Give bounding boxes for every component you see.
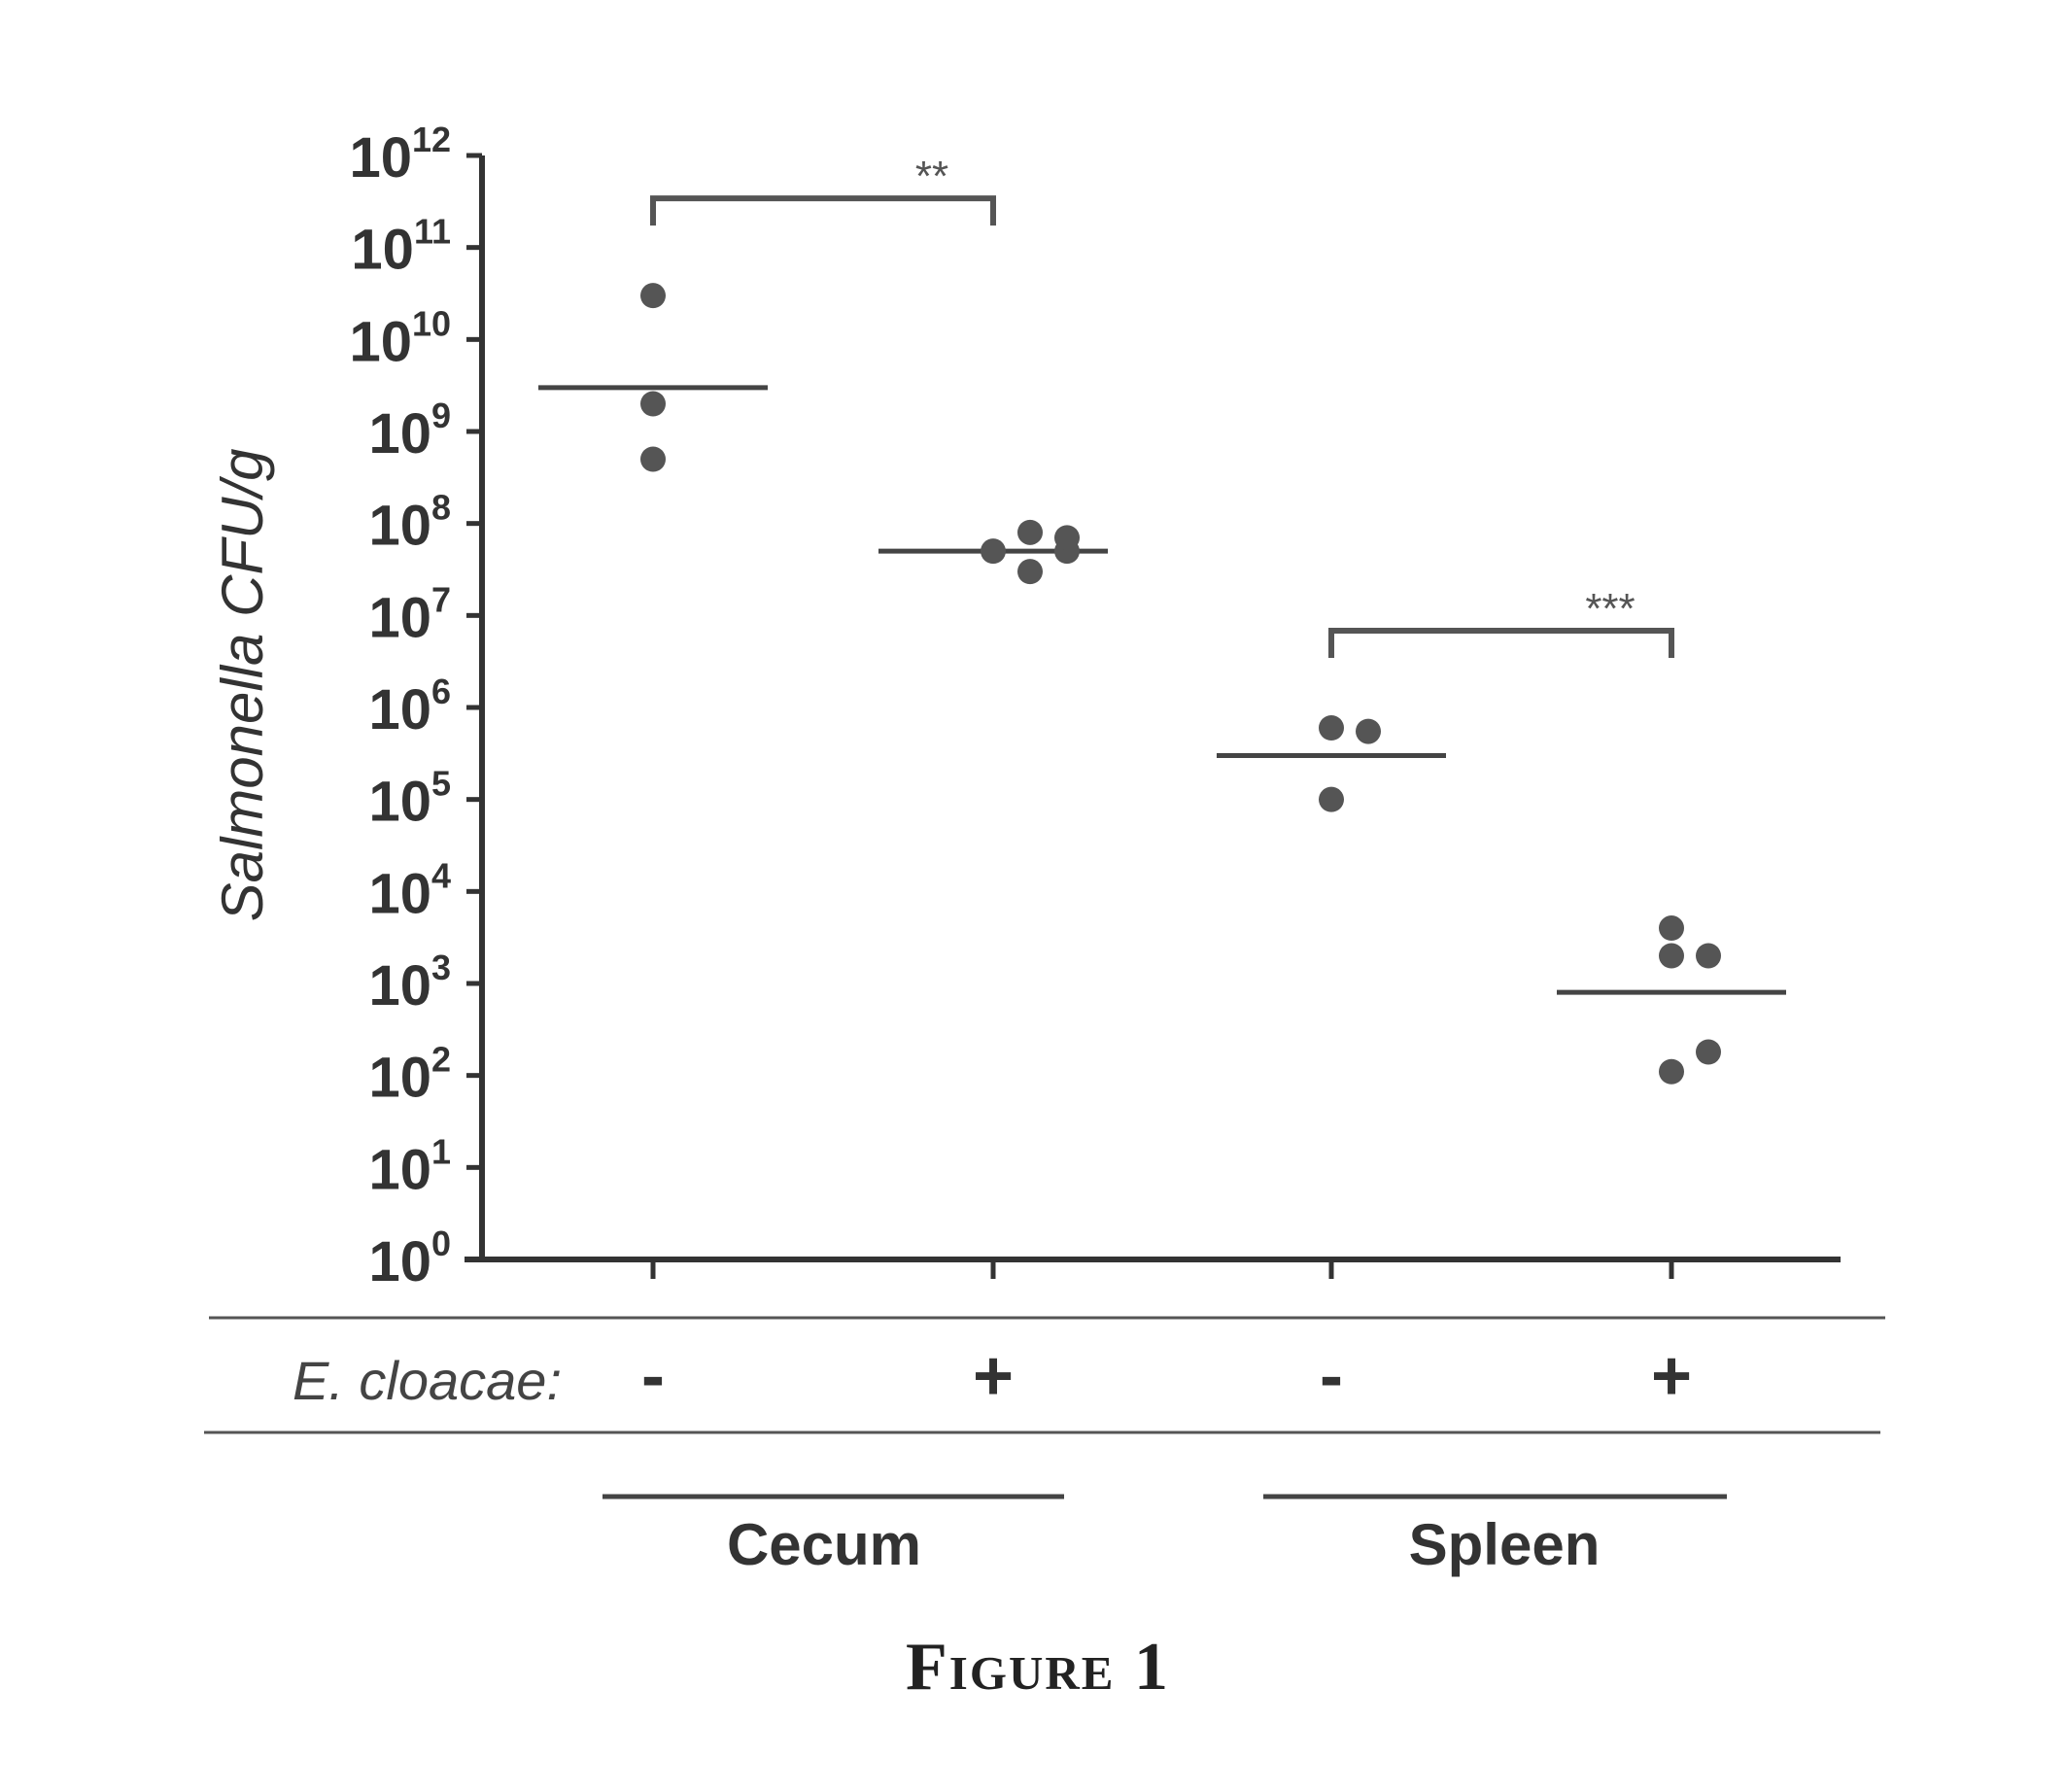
data-points xyxy=(640,283,1721,1085)
y-tick-label-11: 1011 xyxy=(351,212,451,282)
y-tick-label-3: 103 xyxy=(368,948,451,1017)
condition-sign-1: + xyxy=(973,1337,1014,1415)
significance-bracket-0 xyxy=(653,198,993,225)
data-point-2-1 xyxy=(1356,719,1381,744)
condition-sign-2: - xyxy=(1320,1337,1343,1415)
figure-caption: Figure 1 xyxy=(906,1630,1170,1705)
data-point-1-0 xyxy=(981,538,1006,564)
data-point-3-2 xyxy=(1659,915,1684,941)
data-point-1-2 xyxy=(1017,559,1043,584)
data-point-0-0 xyxy=(640,283,666,308)
significance-bracket-1 xyxy=(1331,631,1671,658)
data-point-3-4 xyxy=(1696,1040,1721,1065)
condition-sign-0: - xyxy=(641,1337,665,1415)
median-lines xyxy=(538,388,1786,992)
y-axis-label: Salmonella CFU/g xyxy=(210,449,275,922)
y-tick-label-9: 109 xyxy=(368,396,451,465)
y-tick-label-0: 100 xyxy=(368,1223,451,1293)
y-tick-label-10: 1010 xyxy=(349,303,451,373)
significance-label-0: ** xyxy=(915,153,948,200)
data-point-1-1 xyxy=(1017,520,1043,545)
y-tick-label-7: 107 xyxy=(368,579,451,649)
cecum-group-label: Cecum xyxy=(727,1512,921,1577)
y-tick-label-6: 106 xyxy=(368,672,451,741)
e-cloacae-row-label: E. cloacae: xyxy=(293,1350,562,1411)
spleen-group-label: Spleen xyxy=(1409,1512,1601,1577)
data-point-2-2 xyxy=(1319,787,1344,812)
y-tick-label-8: 108 xyxy=(368,488,451,558)
data-point-0-1 xyxy=(640,392,666,417)
y-tick-label-5: 105 xyxy=(368,764,451,834)
y-tick-label-2: 102 xyxy=(368,1040,451,1110)
y-tick-label-4: 104 xyxy=(368,855,451,925)
significance-label-1: *** xyxy=(1585,585,1635,633)
data-point-3-1 xyxy=(1696,944,1721,969)
data-point-0-2 xyxy=(640,446,666,471)
condition-sign-3: + xyxy=(1651,1337,1692,1415)
y-axis-ticks: 100 101 102 103 104 105 106 107 108 109 1010 1011 10… xyxy=(349,120,482,1293)
data-point-1-4 xyxy=(1054,525,1080,550)
y-tick-label-1: 101 xyxy=(368,1131,451,1201)
condition-signs: - + - + xyxy=(641,1337,1692,1415)
data-point-3-3 xyxy=(1659,1059,1684,1085)
data-point-2-0 xyxy=(1319,715,1344,741)
data-point-3-0 xyxy=(1659,944,1684,969)
y-tick-label-12: 1012 xyxy=(349,120,451,190)
significance-brackets: ***** xyxy=(653,153,1671,658)
